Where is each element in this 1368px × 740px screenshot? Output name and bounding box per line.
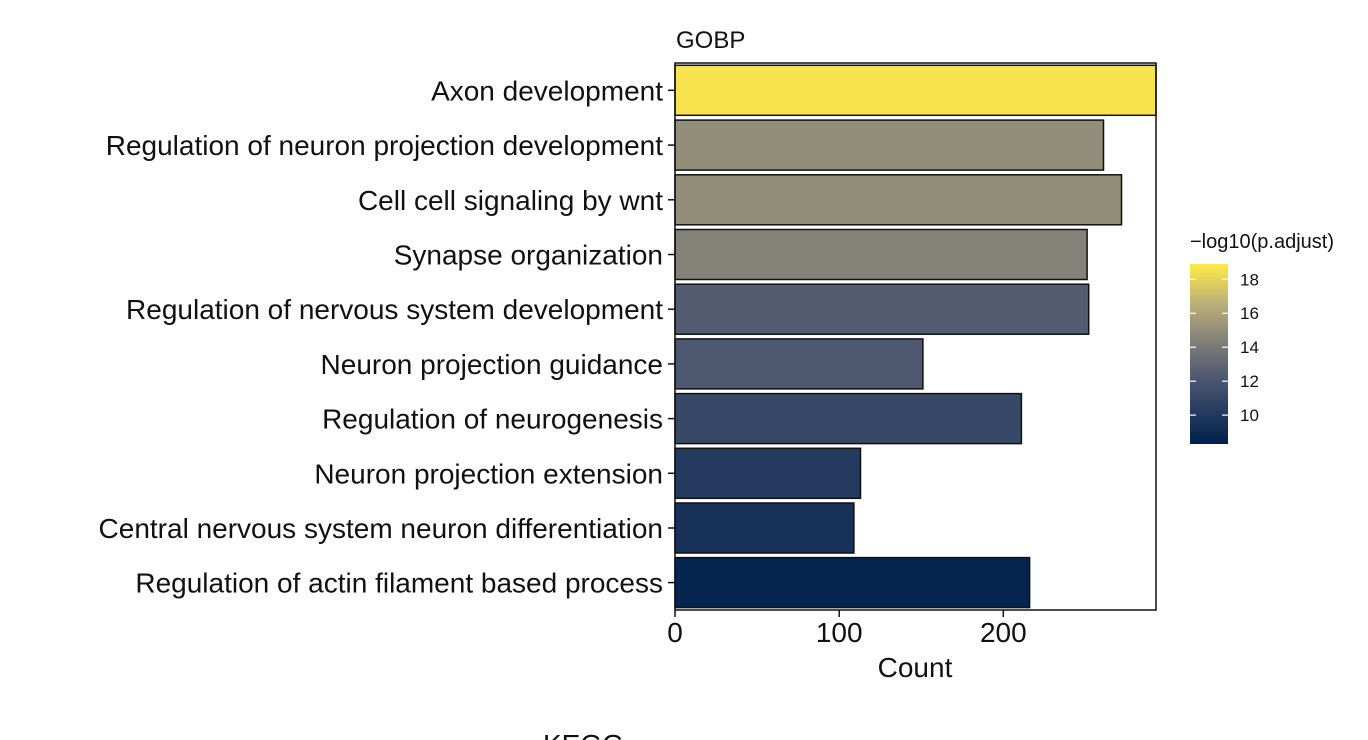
colorbar <box>1190 264 1228 444</box>
x-tick-label: 100 <box>816 617 863 648</box>
bar <box>674 338 924 390</box>
plot-panel-border <box>674 62 1157 611</box>
colorbar-legend: −log10(p.adjust) 18 16 14 12 10 <box>1190 231 1334 444</box>
category-label: Regulation of nervous system development <box>126 294 663 325</box>
category-label: Regulation of neuron projection developm… <box>106 130 663 161</box>
category-label: Axon development <box>431 75 663 106</box>
bar <box>674 64 1157 117</box>
x-tick-label: 0 <box>667 617 683 648</box>
bar <box>674 392 1023 445</box>
colorbar-ticks: 18 16 14 12 10 <box>1190 270 1259 425</box>
colorbar-tick-label: 10 <box>1240 406 1259 425</box>
bar <box>674 447 862 500</box>
x-tick-label: 200 <box>980 617 1027 648</box>
bars-group <box>674 64 1157 609</box>
x-axis-ticks: 0 100 200 <box>667 610 1027 648</box>
bar <box>674 283 1090 335</box>
category-label: Neuron projection guidance <box>321 349 663 380</box>
bar <box>674 502 855 554</box>
category-labels: Axon development Regulation of neuron pro… <box>99 75 664 598</box>
bar <box>674 228 1088 281</box>
category-label: Regulation of neurogenesis <box>322 404 663 435</box>
x-axis-title: Count <box>878 652 953 683</box>
category-label: Cell cell signaling by wnt <box>358 185 663 216</box>
category-label: Central nervous system neuron differenti… <box>99 513 663 544</box>
colorbar-tick-label: 16 <box>1240 304 1259 323</box>
colorbar-tick-label: 12 <box>1240 372 1259 391</box>
next-panel-title: KEGG <box>543 729 624 740</box>
panel-title: GOBP <box>676 27 745 54</box>
category-label: Neuron projection extension <box>314 458 663 489</box>
bar <box>674 119 1105 171</box>
colorbar-tick-label: 14 <box>1240 338 1259 357</box>
y-axis-ticks <box>668 89 675 584</box>
bar <box>674 174 1123 226</box>
category-label: Regulation of actin filament based proce… <box>135 568 663 599</box>
category-label: Synapse organization <box>394 240 663 271</box>
bar <box>674 556 1031 609</box>
colorbar-tick-label: 18 <box>1240 270 1259 289</box>
colorbar-title: −log10(p.adjust) <box>1190 231 1334 253</box>
